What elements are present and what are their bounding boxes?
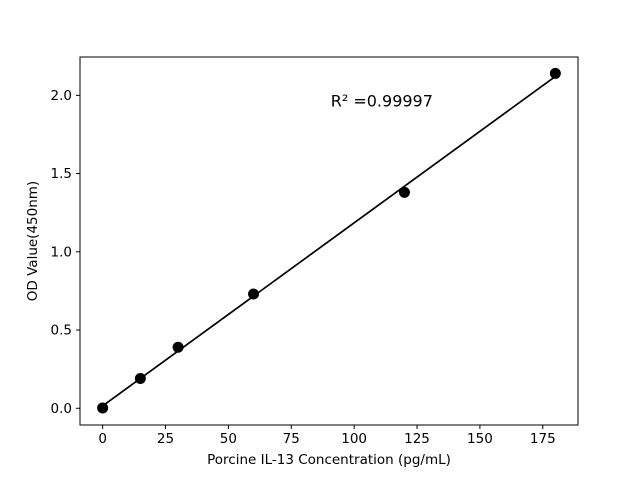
plot-frame	[79, 56, 579, 426]
data-point	[549, 67, 561, 79]
y-tick-label: 0.5	[51, 323, 72, 339]
x-axis-label: Porcine IL-13 Concentration (pg/mL)	[207, 452, 451, 468]
fit-line	[102, 75, 556, 407]
y-tick-label: 0.0	[51, 401, 72, 417]
x-tick-label: 125	[404, 431, 430, 447]
x-tick-label: 175	[530, 431, 556, 447]
y-tick-label: 2.0	[51, 88, 72, 104]
x-tick-label: 25	[157, 431, 174, 447]
y-tick-label: 1.5	[51, 166, 72, 182]
data-point	[398, 186, 410, 198]
x-tick-label: 100	[341, 431, 367, 447]
x-tick-label: 150	[467, 431, 493, 447]
y-tick-label: 1.0	[51, 244, 72, 260]
data-point	[97, 402, 109, 414]
x-tick-label: 50	[220, 431, 237, 447]
chart-generated-layer: 0 25 50 75 100 125 150 175 0.0 0.5 1.0 1.5 2.0	[51, 56, 579, 447]
x-tick-label: 0	[98, 431, 107, 447]
r-squared-annotation: R² =0.99997	[331, 91, 433, 110]
y-axis-label: OD Value(450nm)	[25, 181, 41, 301]
data-point	[248, 288, 260, 300]
x-tick-label: 75	[283, 431, 300, 447]
